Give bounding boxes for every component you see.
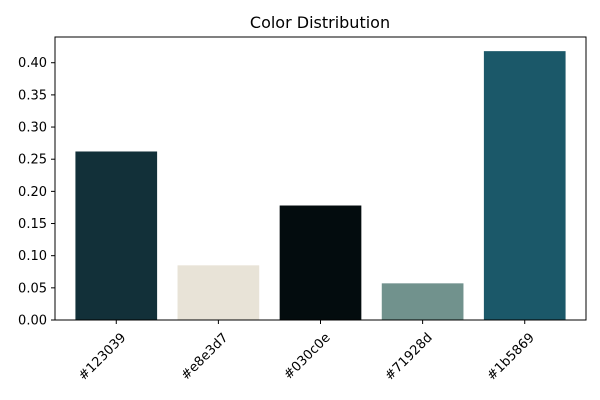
y-tick-label: 0.00 bbox=[18, 314, 47, 329]
x-tick-label: #1b5869 bbox=[484, 330, 537, 383]
plot-frame bbox=[54, 36, 587, 321]
bar-e8e3d7 bbox=[177, 265, 260, 320]
x-axis: #123039 #e8e3d7 #030c0e #71928d #1b5869 bbox=[76, 320, 538, 384]
x-tick-label: #030c0e bbox=[281, 330, 333, 382]
y-tick-label: 0.35 bbox=[18, 88, 47, 103]
bar-71928d bbox=[381, 283, 464, 320]
x-tick-label: #71928d bbox=[382, 330, 435, 383]
bar-1b5869 bbox=[483, 51, 566, 321]
y-axis: 0.00 0.05 0.10 0.15 0.20 0.25 0.30 0.35 0.40 bbox=[18, 56, 55, 329]
y-tick-label: 0.40 bbox=[18, 56, 47, 71]
y-tick-label: 0.15 bbox=[18, 217, 47, 232]
y-tick-label: 0.25 bbox=[18, 153, 47, 168]
x-tick-label: #123039 bbox=[76, 330, 129, 383]
bar-030c0e bbox=[279, 205, 362, 320]
y-tick-label: 0.05 bbox=[18, 281, 47, 296]
bars-group bbox=[75, 51, 566, 321]
y-tick-label: 0.10 bbox=[18, 249, 47, 264]
y-tick-label: 0.30 bbox=[18, 121, 47, 136]
y-tick-label: 0.20 bbox=[18, 185, 47, 200]
bar-123039 bbox=[75, 151, 158, 320]
x-tick-label: #e8e3d7 bbox=[178, 330, 231, 383]
chart-title: Color Distribution bbox=[250, 13, 390, 32]
